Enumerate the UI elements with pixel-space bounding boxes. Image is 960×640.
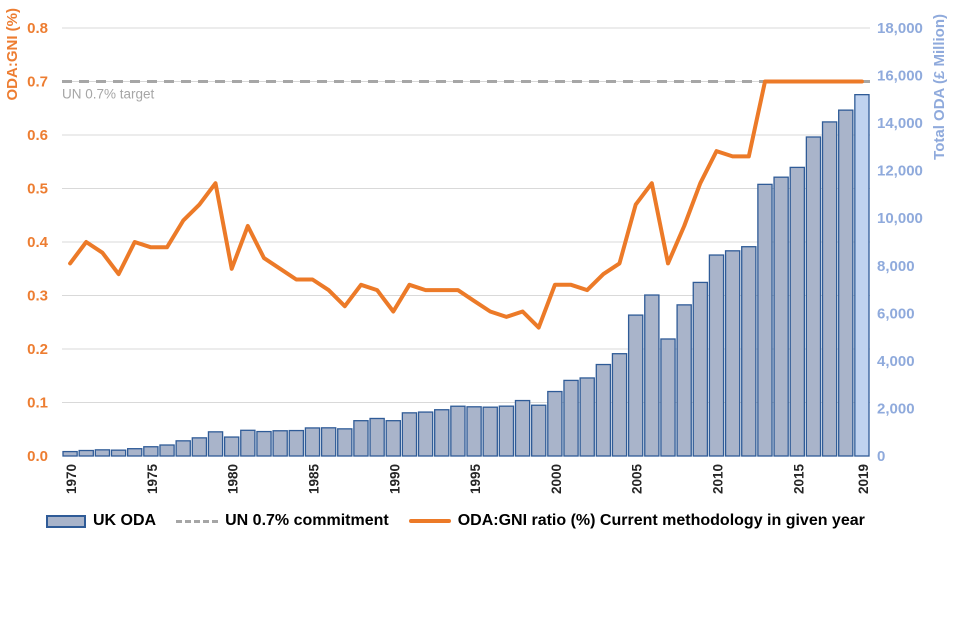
legend-item-un-commitment: UN 0.7% commitment	[176, 512, 389, 530]
left-axis-tick-label: 0.7	[27, 74, 48, 91]
x-axis-tick-label: 1975	[145, 464, 160, 495]
bar-1993	[434, 409, 450, 457]
right-axis-tick-label: 4,000	[877, 353, 915, 370]
bar-1994	[450, 405, 466, 457]
right-axis-tick-label: 14,000	[877, 115, 923, 132]
bar-1997	[498, 405, 515, 457]
right-axis-tick-label: 6,000	[877, 305, 915, 322]
right-axis-title: Total ODA (£ Million)	[931, 14, 948, 160]
right-axis-tick-label: 12,000	[877, 163, 923, 180]
legend-label-un-commitment: UN 0.7% commitment	[225, 512, 389, 529]
x-axis-tick-label: 2015	[791, 464, 806, 495]
bar-2013	[757, 183, 773, 457]
right-axis-tick-label: 2,000	[877, 400, 915, 417]
bar-2014	[773, 176, 789, 457]
bar-2018	[838, 109, 854, 457]
bar-2004	[611, 353, 628, 457]
bar-swatch-icon	[46, 514, 86, 528]
bar-2019	[854, 94, 870, 457]
left-axis-tick-label: 0.0	[27, 448, 48, 465]
bar-2005	[627, 314, 644, 457]
bar-2012	[741, 246, 757, 457]
bar-1978	[191, 437, 208, 457]
bar-2008	[676, 304, 692, 457]
bar-1984	[288, 429, 305, 457]
left-axis-tick-label: 0.2	[27, 341, 48, 358]
bar-2011	[724, 250, 741, 457]
x-axis-tick-label: 2010	[711, 464, 726, 494]
x-axis-tick-label: 1980	[226, 464, 241, 494]
un-target-annotation: UN 0.7% target	[62, 87, 155, 102]
bar-2003	[595, 363, 612, 457]
bar-1975	[143, 446, 159, 457]
bar-2017	[821, 121, 838, 457]
x-axis-tick-label: 1970	[64, 464, 79, 494]
bar-1991	[401, 412, 418, 457]
dashed-line-swatch-icon	[176, 519, 219, 523]
bar-1989	[369, 417, 385, 457]
bar-2002	[579, 377, 595, 457]
right-axis-tick-label: 18,000	[877, 20, 923, 37]
bar-1985	[304, 427, 321, 457]
bar-2001	[563, 379, 579, 457]
bar-2010	[708, 254, 725, 457]
x-axis-tick-label: 2005	[630, 464, 645, 495]
right-axis-tick-label: 8,000	[877, 258, 915, 275]
left-axis-tick-label: 0.3	[27, 288, 48, 305]
bar-1986	[320, 427, 337, 457]
legend-item-uk-oda: UK ODA	[46, 512, 156, 530]
right-axis-tick-label: 16,000	[877, 68, 923, 85]
bar-1977	[175, 440, 191, 457]
oda-gni-ratio-line	[68, 79, 864, 330]
x-axis-tick-label: 2000	[549, 464, 564, 494]
bar-1981	[240, 429, 256, 457]
bar-2016	[805, 136, 822, 457]
bar-1996	[482, 406, 498, 457]
bar-1970	[62, 450, 78, 457]
left-axis-tick-label: 0.5	[27, 181, 48, 198]
bar-2015	[789, 166, 806, 457]
chart-legend: UK ODA UN 0.7% commitment ODA:GNI ratio …	[46, 512, 865, 530]
bar-2006	[644, 294, 660, 457]
bar-1992	[417, 411, 434, 457]
bar-1974	[126, 448, 143, 457]
right-axis-tick-label: 10,000	[877, 210, 923, 227]
bar-1983	[272, 430, 288, 457]
bar-1973	[110, 449, 127, 457]
bar-1990	[385, 420, 402, 457]
bar-2000	[547, 390, 563, 457]
bar-1980	[223, 436, 240, 457]
right-axis-tick-label: 0	[877, 448, 885, 465]
bar-1998	[514, 399, 531, 457]
legend-item-oda-gni-ratio: ODA:GNI ratio (%) Current methodology in…	[408, 512, 865, 530]
oda-chart-svg: UN 0.7% target 0.0 0.1 0.2 0.3 0.4 0.5 0.6 0.7 0.…	[4, 8, 948, 495]
bar-1988	[353, 420, 369, 457]
bar-1979	[207, 431, 224, 457]
left-axis-tick-label: 0.4	[27, 234, 49, 251]
x-axis-tick-label: 1990	[387, 464, 402, 494]
legend-label-uk-oda: UK ODA	[93, 512, 157, 529]
bar-1987	[337, 428, 353, 457]
x-axis-tick-label: 1985	[307, 464, 322, 495]
left-axis-tick-label: 0.8	[27, 20, 48, 37]
left-axis-tick-label: 0.6	[27, 127, 48, 144]
bar-1971	[78, 449, 94, 457]
bar-2007	[660, 338, 676, 457]
bar-2009	[692, 281, 709, 457]
left-axis-title: ODA:GNI (%)	[4, 8, 21, 101]
orange-line-swatch-icon	[408, 519, 451, 523]
left-axis-tick-label: 0.1	[27, 395, 48, 412]
bar-1976	[159, 444, 175, 457]
x-axis-tick-label: 1995	[468, 464, 483, 495]
bar-1999	[530, 404, 547, 457]
x-axis-tick-label: 2019	[856, 464, 871, 494]
bar-1995	[466, 406, 482, 457]
bar-1972	[94, 449, 111, 457]
bar-1982	[256, 430, 272, 457]
legend-label-oda-gni-ratio: ODA:GNI ratio (%) Current methodology in…	[457, 512, 865, 529]
